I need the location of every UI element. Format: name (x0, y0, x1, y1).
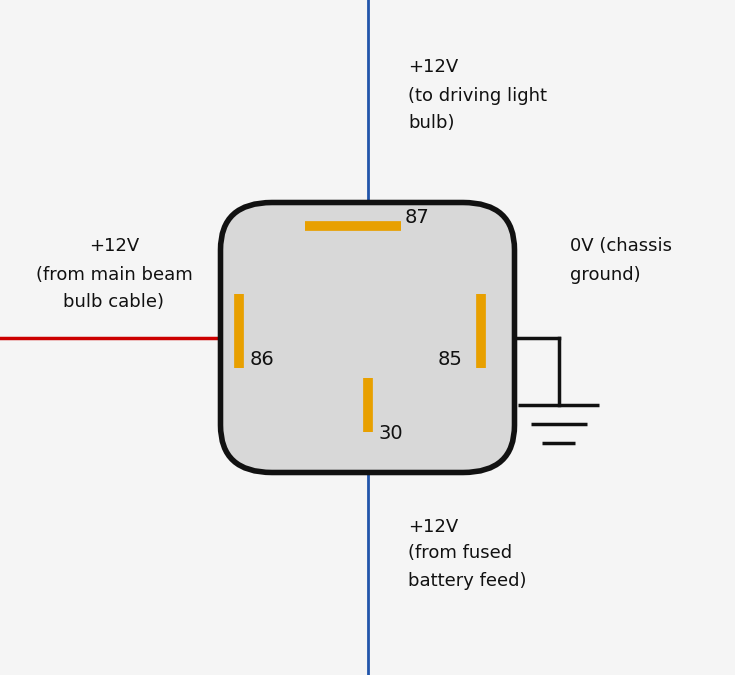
Text: 0V (chassis: 0V (chassis (570, 238, 672, 255)
Text: bulb): bulb) (408, 114, 454, 132)
Text: +12V: +12V (89, 238, 139, 255)
Text: 86: 86 (250, 350, 275, 369)
Text: (to driving light: (to driving light (408, 87, 547, 105)
Text: 85: 85 (437, 350, 462, 369)
Text: 30: 30 (379, 424, 404, 443)
Text: (from fused: (from fused (408, 545, 512, 562)
Text: battery feed): battery feed) (408, 572, 526, 589)
Text: bulb cable): bulb cable) (63, 293, 165, 310)
Text: (from main beam: (from main beam (35, 266, 193, 283)
Text: +12V: +12V (408, 59, 458, 76)
FancyBboxPatch shape (220, 202, 514, 472)
Text: ground): ground) (570, 266, 640, 283)
Text: +12V: +12V (408, 518, 458, 535)
Text: 87: 87 (404, 208, 429, 227)
